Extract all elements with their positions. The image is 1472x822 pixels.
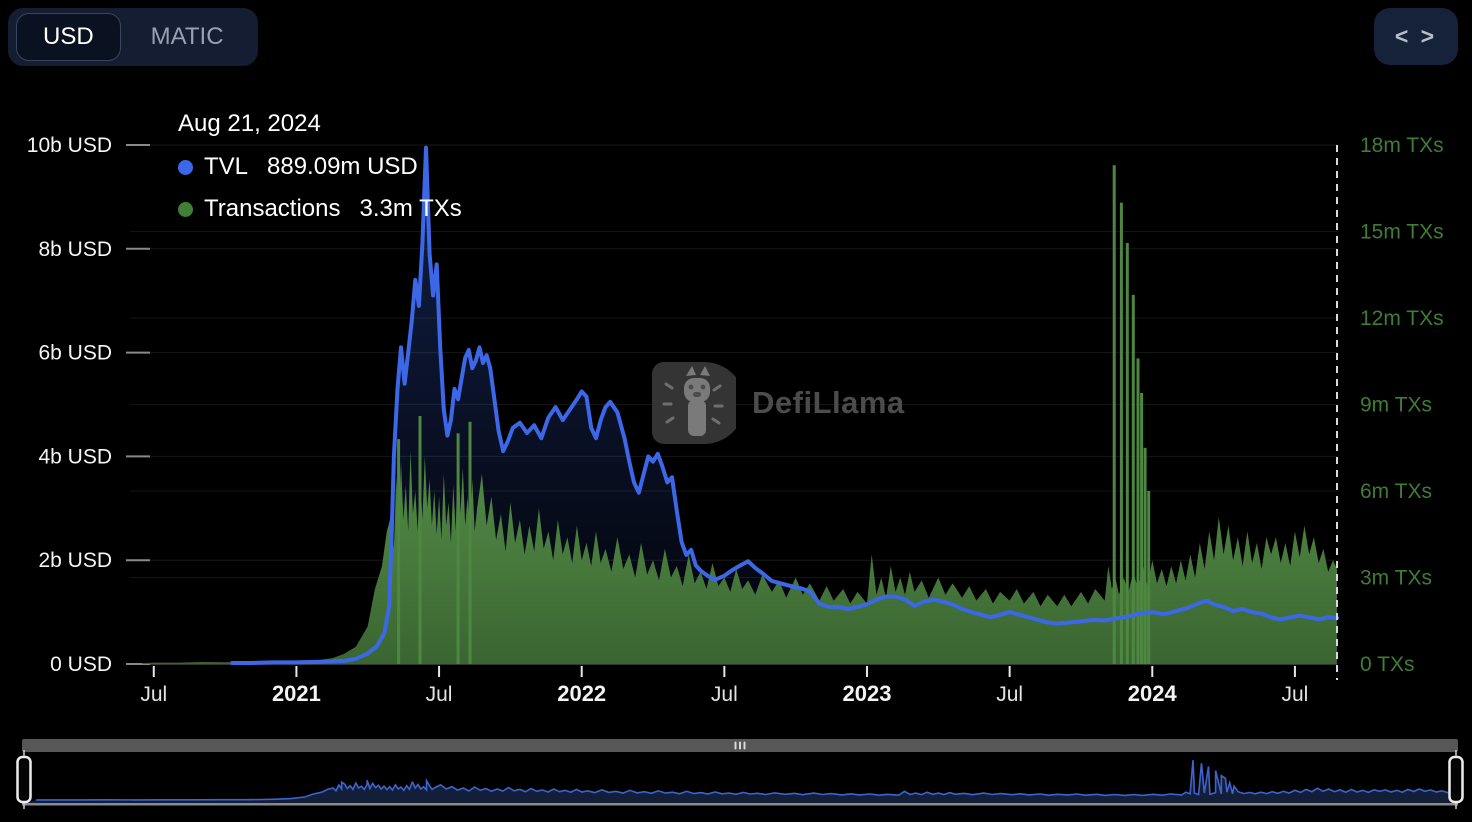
brush-mini-chart[interactable] <box>22 760 1459 806</box>
transactions-area <box>141 439 1337 664</box>
right-axis-tick-label: 6m TXs <box>1360 480 1432 503</box>
left-axis-tick-label: 8b USD <box>38 238 112 261</box>
x-axis-tick-label: 2024 <box>1128 681 1178 706</box>
left-axis-labels: 10b USD 8b USD 6b USD 4b USD 2b USD 0 USD <box>27 134 112 676</box>
currency-toggle: USD MATIC <box>8 8 258 66</box>
left-axis-tick-label: 6b USD <box>38 342 112 365</box>
x-axis-tick-label: Jul <box>426 683 453 706</box>
right-axis-labels: 18m TXs 15m TXs 12m TXs 9m TXs 6m TXs 3m TXs 0… <box>1360 134 1444 676</box>
brush-handle-right[interactable] <box>1448 750 1464 809</box>
x-axis-tick-label: 2023 <box>843 681 892 706</box>
x-axis-tick-label: Jul <box>996 683 1023 706</box>
left-axis-tick-label: 10b USD <box>27 134 112 157</box>
right-axis-tick-label: 12m TXs <box>1360 307 1444 330</box>
right-axis-tick-label: 3m TXs <box>1360 567 1432 590</box>
brush-handle-left[interactable] <box>16 750 32 809</box>
x-axis-tick-label: Jul <box>711 683 738 706</box>
right-axis-tick-label: 18m TXs <box>1360 134 1444 157</box>
left-axis-tick-label: 2b USD <box>38 549 112 572</box>
currency-option-usd[interactable]: USD <box>16 13 121 61</box>
right-axis-tick-label: 9m TXs <box>1360 394 1432 417</box>
right-axis-tick-label: 0 TXs <box>1360 653 1414 676</box>
embed-code-button[interactable]: < > <box>1374 8 1458 65</box>
transactions-spike-bars <box>397 165 1151 665</box>
code-brackets-icon: < > <box>1394 23 1438 49</box>
currency-option-matic[interactable]: MATIC <box>125 14 250 60</box>
x-axis-tick-label: 2021 <box>272 681 321 706</box>
x-axis-tick-label: Jul <box>140 683 167 706</box>
right-axis-tick-label: 15m TXs <box>1360 221 1444 244</box>
left-axis-tick-label: 4b USD <box>38 445 112 468</box>
tvl-line <box>230 145 1339 665</box>
x-axis-tick-label: Jul <box>1281 683 1308 706</box>
x-axis-tick-label: 2022 <box>557 681 606 706</box>
left-axis-tick-label: 0 USD <box>50 653 112 676</box>
x-axis-labels: Jul 2021 Jul 2022 Jul 2023 Jul 2024 Jul <box>140 666 1308 706</box>
brush-grip-icon[interactable] <box>734 741 746 750</box>
